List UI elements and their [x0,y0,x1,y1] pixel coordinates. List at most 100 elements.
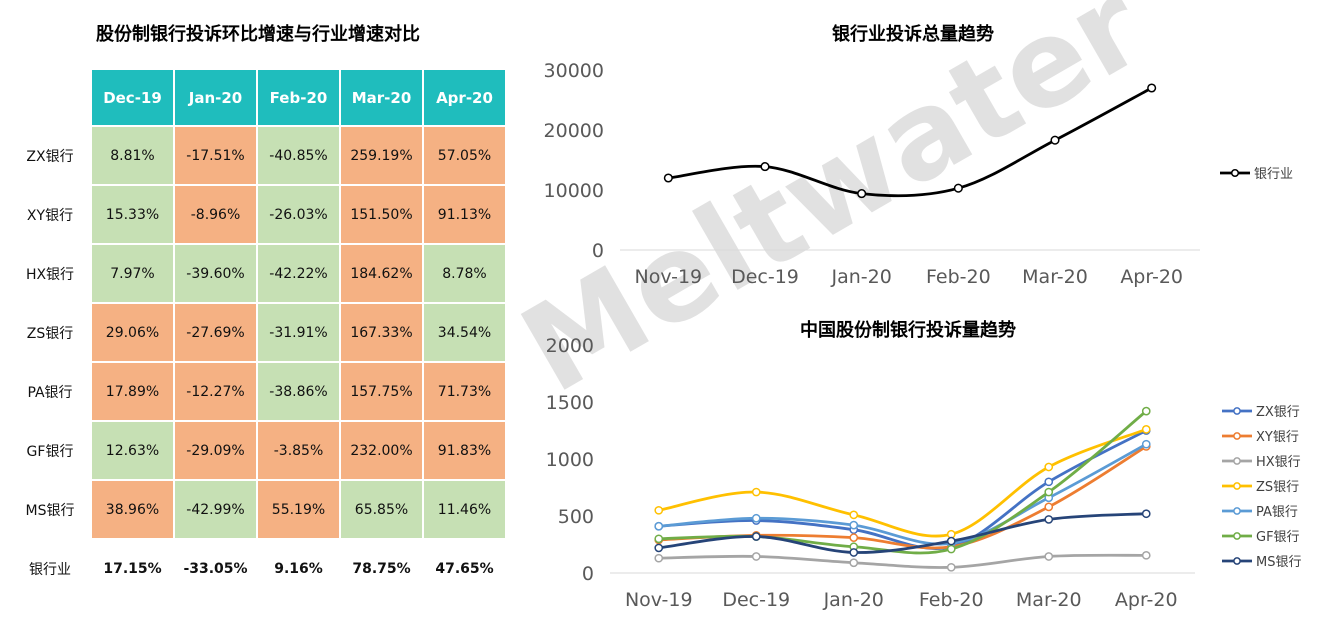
data-point [946,536,956,546]
table-cell: 12.63% [90,420,175,481]
legend-marker [1230,168,1240,178]
table-cell: 38.96% [90,479,175,540]
series-line [668,86,1153,198]
table-cell: 17.15% [90,538,175,600]
x-tick-label: Dec-19 [731,266,799,288]
legend-label: ZS银行 [1256,480,1299,495]
table-header-row: Dec-19 Jan-20 Feb-20 Mar-20 Apr-20 [8,68,507,127]
data-point [1044,552,1054,561]
x-tick-label: Apr-20 [1115,589,1178,611]
total-chart-title: 银行业投诉总量趋势 [832,24,994,45]
table-row: ZX银行 8.81% -17.51% -40.85% 259.19% 57.05% [8,125,507,186]
row-label: 银行业 [8,538,92,600]
table-cell: -26.03% [256,184,341,245]
table-cell: 78.75% [339,538,424,600]
x-tick-label: Dec-19 [722,589,790,611]
legend-marker [1233,532,1241,540]
data-point [953,183,963,193]
legend-label: 银行业 [1254,167,1293,182]
table-cell: 15.33% [90,184,175,245]
data-point [857,189,867,199]
data-point [654,543,664,553]
y-tick-label: 30000 [544,60,604,82]
data-point [751,532,761,541]
table-cell: 157.75% [339,361,424,422]
data-point [751,487,761,497]
table-cell: 91.13% [422,184,507,245]
data-point [946,562,956,572]
data-point [654,505,664,515]
data-point [849,558,859,568]
table-total-row: 银行业 17.15% -33.05% 9.16% 78.75% 47.65% [8,538,507,600]
legend-label: HX银行 [1256,455,1301,470]
y-tick-label: 10000 [544,180,604,202]
column-header: Apr-20 [422,68,507,127]
y-tick-label: 0 [582,563,594,585]
legend-marker [1233,557,1241,565]
table-cell: -17.51% [173,125,258,186]
legend-label: ZX银行 [1256,405,1300,420]
data-point [654,553,664,563]
table-cell: -3.85% [256,420,341,481]
legend-marker [1233,432,1241,440]
legend-label: GF银行 [1256,530,1300,545]
x-tick-label: Apr-20 [1120,266,1183,288]
column-header: Dec-19 [90,68,175,127]
table-cell: -33.05% [173,538,258,600]
series-line [658,512,1147,554]
column-header: Mar-20 [339,68,424,127]
table-title: 股份制银行投诉环比增速与行业增速对比 [96,24,420,45]
table-cell: 11.46% [422,479,507,540]
table-cell: 184.62% [339,243,424,304]
data-point [654,521,664,531]
data-point [946,544,956,554]
x-tick-label: Feb-20 [926,266,991,288]
legend-label: XY银行 [1256,430,1299,445]
data-point [751,552,761,561]
data-point [849,533,859,543]
column-header: Jan-20 [173,68,258,127]
row-label: MS银行 [8,479,92,540]
x-tick-label: Feb-20 [919,589,984,611]
table-row: HX银行 7.97% -39.60% -42.22% 184.62% 8.78% [8,243,507,304]
table-cell: 34.54% [422,302,507,363]
data-point [849,548,859,557]
column-header: Feb-20 [256,68,341,127]
table-cell: -39.60% [173,243,258,304]
data-point [1044,502,1054,512]
data-point [1044,462,1054,472]
table-cell: 55.19% [256,479,341,540]
row-label: GF银行 [8,420,92,481]
row-label: PA银行 [8,361,92,422]
x-tick-label: Nov-19 [625,589,693,611]
table-row: XY银行 15.33% -8.96% -26.03% 151.50% 91.13% [8,184,507,245]
data-point [1044,515,1054,524]
table-cell: 57.05% [422,125,507,186]
table-cell: -8.96% [173,184,258,245]
table-cell: -29.09% [173,420,258,481]
table-cell: 91.83% [422,420,507,481]
legend-marker [1233,507,1241,515]
series-line [658,442,1147,546]
table-cell: 8.81% [90,125,175,186]
data-point [654,534,664,544]
table-cell: 259.19% [339,125,424,186]
table-cell: 7.97% [90,243,175,304]
table-row: MS银行 38.96% -42.99% 55.19% 65.85% 11.46% [8,479,507,540]
table-cell: 9.16% [256,538,341,600]
table-cell: 167.33% [339,302,424,363]
data-point [1044,477,1054,487]
x-tick-label: Jan-20 [831,266,892,288]
table-row: PA银行 17.89% -12.27% -38.86% 157.75% 71.73% [8,361,507,422]
row-label: XY银行 [8,184,92,245]
table-cell: 17.89% [90,361,175,422]
data-point [1141,406,1151,416]
table-cell: 151.50% [339,184,424,245]
table-cell: -12.27% [173,361,258,422]
legend-marker [1233,407,1241,415]
x-tick-label: Mar-20 [1022,266,1088,288]
table-cell: -42.22% [256,243,341,304]
row-label: ZX银行 [8,125,92,186]
table-row: ZS银行 29.06% -27.69% -31.91% 167.33% 34.54% [8,302,507,363]
data-point [1050,135,1060,145]
